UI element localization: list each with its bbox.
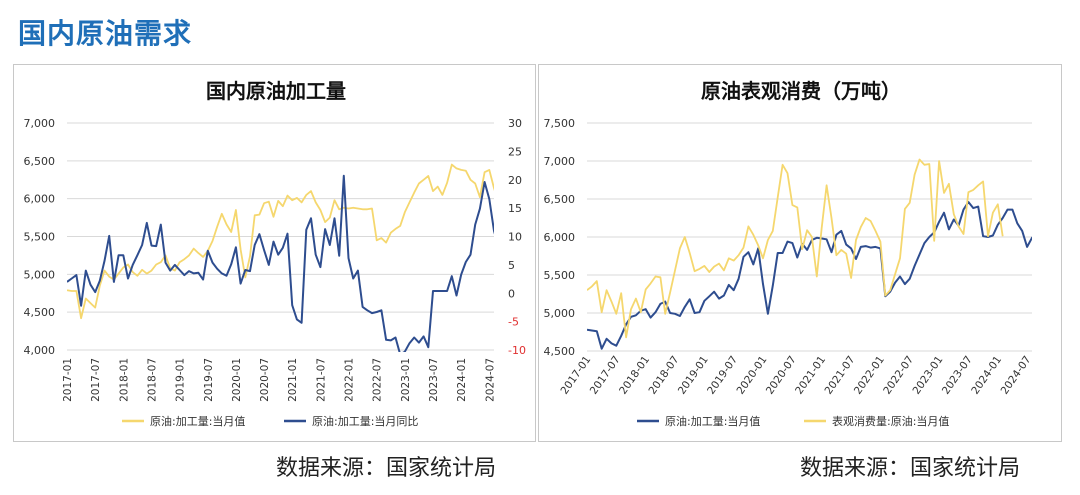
series-line-1 xyxy=(67,163,494,320)
x-tick-label: 2019-07 xyxy=(203,358,215,402)
y-tick-label-left: 5,000 xyxy=(544,307,576,320)
y-tick-label-right: 30 xyxy=(508,117,522,130)
x-tick-label: 2021-01 xyxy=(287,358,299,402)
series-line-2 xyxy=(67,174,494,352)
legend-label-2: 原油:加工量:当月同比 xyxy=(312,414,418,428)
page-title: 国内原油需求 xyxy=(18,17,193,50)
legend-label-1: 原油:加工量:当月值 xyxy=(665,414,760,428)
y-tick-label-right: -10 xyxy=(508,344,526,357)
apparent-consumption-chart: 原油表观消费（万吨） 4,500 5,000 5,500 6,000 6,500 7,000… xyxy=(544,79,1034,428)
y-tick-label-left: 5,000 xyxy=(24,268,56,281)
y-tick-label-left: 7,000 xyxy=(24,117,56,130)
y-tick-label-right: 15 xyxy=(508,202,522,215)
y-tick-label-right: 5 xyxy=(508,259,515,272)
data-source-right: 数据来源：国家统计局 xyxy=(800,456,1021,481)
x-tick-label: 2022-07 xyxy=(372,358,384,402)
x-tick-label: 2024-07 xyxy=(999,354,1034,397)
x-tick-label: 2024-07 xyxy=(484,358,496,402)
y-tick-label-left: 6,500 xyxy=(24,155,56,168)
x-tick-label: 2017-01 xyxy=(62,358,74,402)
x-tick-label: 2021-07 xyxy=(315,358,327,402)
y-tick-label-left: 5,500 xyxy=(544,269,576,282)
crude-processing-chart: 国内原油加工量 4,000 4,500 5,000 5,500 6,000 6,500 7,0… xyxy=(24,79,526,428)
chart-panel-apparent-consumption: 原油表观消费（万吨） 4,500 5,000 5,500 6,000 6,500 7,000… xyxy=(538,64,1062,442)
y-tick-label-left: 6,000 xyxy=(24,193,56,206)
y-tick-label-left: 4,000 xyxy=(24,344,56,357)
series-line-1 xyxy=(587,201,1032,350)
y-tick-label-left: 6,000 xyxy=(544,231,576,244)
y-tick-label-left: 4,500 xyxy=(24,306,56,319)
legend-label-2: 表观消费量:原油:当月值 xyxy=(832,414,949,428)
x-tick-label: 2020-01 xyxy=(231,358,243,402)
chart-panel-crude-processing: 国内原油加工量 4,000 4,500 5,000 5,500 6,000 6,500 7,0… xyxy=(13,64,536,442)
y-tick-label-left: 7,500 xyxy=(544,117,576,130)
chart-title: 原油表观消费（万吨） xyxy=(701,79,901,103)
chart-title: 国内原油加工量 xyxy=(206,79,346,103)
y-tick-label-right: 25 xyxy=(508,145,522,158)
y-tick-label-right: 20 xyxy=(508,174,522,187)
x-tick-label: 2023-07 xyxy=(428,358,440,402)
data-source-left: 数据来源：国家统计局 xyxy=(276,456,497,481)
x-tick-label: 2022-01 xyxy=(344,358,356,402)
series-line-2 xyxy=(587,158,1004,339)
x-tick-label: 2018-01 xyxy=(118,358,130,402)
y-tick-label-left: 5,500 xyxy=(24,231,56,244)
x-tick-label: 2017-07 xyxy=(90,358,102,402)
x-tick-label: 2023-01 xyxy=(400,358,412,402)
legend-label-1: 原油:加工量:当月值 xyxy=(150,414,245,428)
y-tick-label-right: 10 xyxy=(508,231,522,244)
y-tick-label-left: 7,000 xyxy=(544,155,576,168)
x-tick-label: 2019-01 xyxy=(175,358,187,402)
y-tick-label-right: 0 xyxy=(508,287,515,300)
x-tick-label: 2018-07 xyxy=(146,358,158,402)
y-tick-label-left: 6,500 xyxy=(544,193,576,206)
x-tick-label: 2020-07 xyxy=(259,358,271,402)
y-tick-label-left: 4,500 xyxy=(544,345,576,358)
y-tick-label-right: -5 xyxy=(508,316,519,329)
x-tick-label: 2024-01 xyxy=(456,358,468,402)
